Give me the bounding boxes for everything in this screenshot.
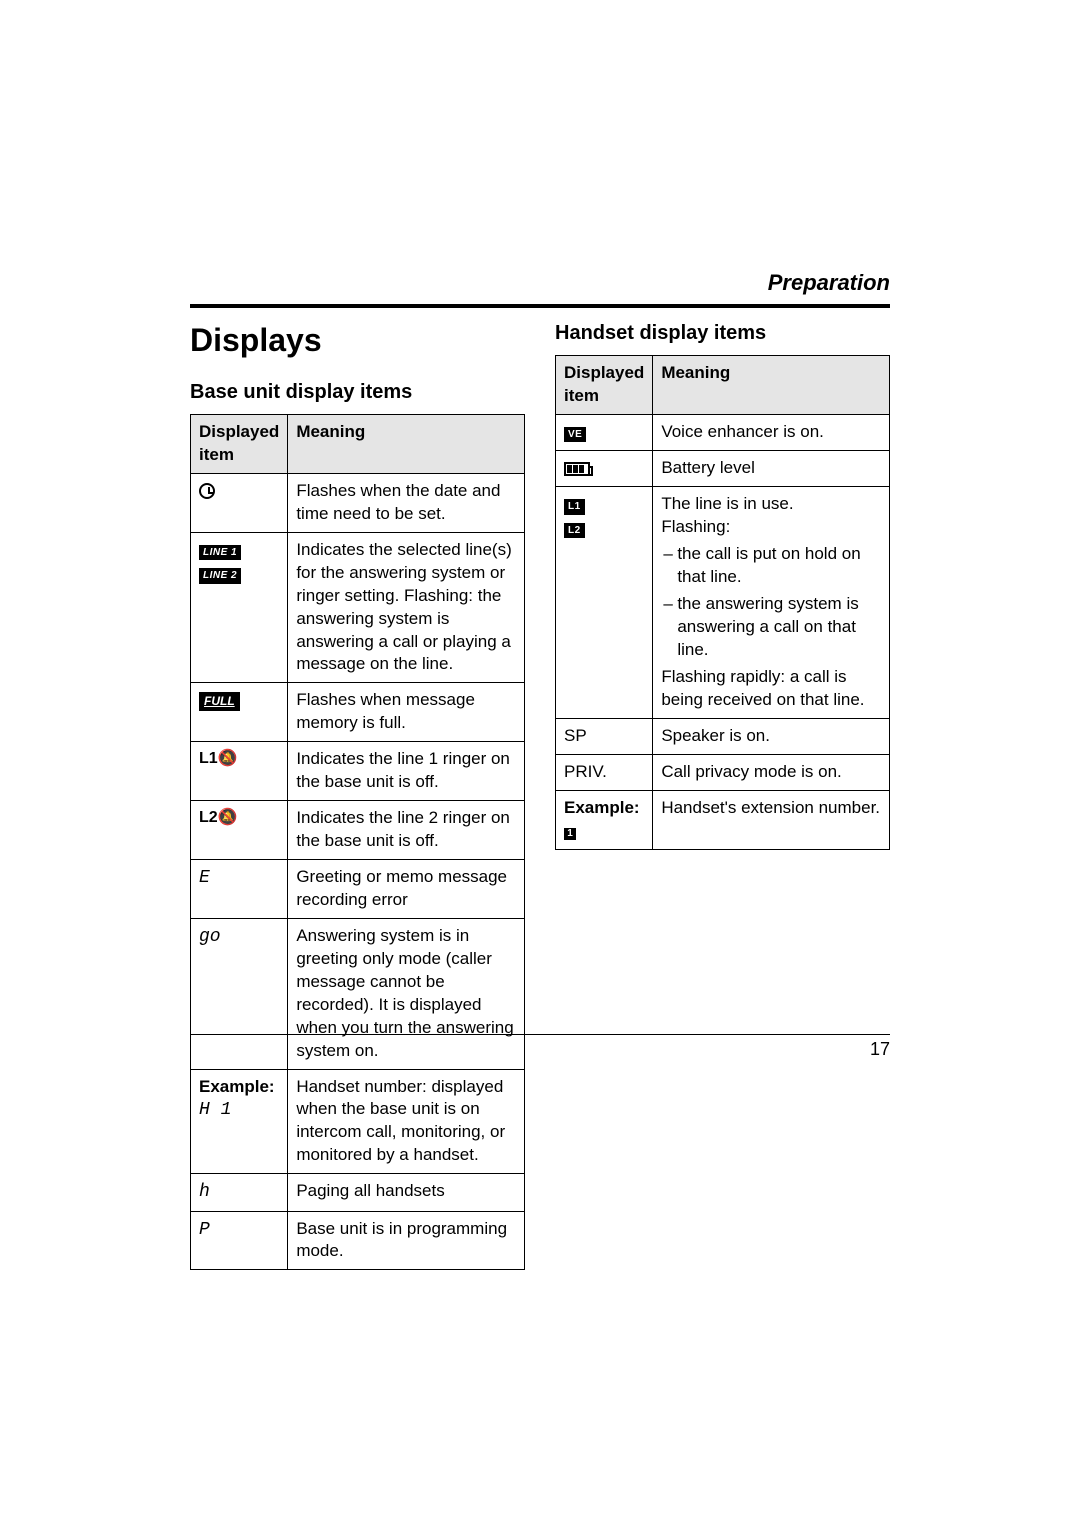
handset-lines-icon-cell: L1 L2 <box>556 487 653 718</box>
handset-lines-meaning: The line is in use. Flashing: the call i… <box>653 487 890 718</box>
row-l2-off: L2🔕 Indicates the line 2 ringer on the b… <box>191 801 525 860</box>
ve-meaning: Voice enhancer is on. <box>653 414 890 451</box>
sp-meaning: Speaker is on. <box>653 718 890 754</box>
example-label: Example: <box>199 1077 275 1096</box>
l2-off-icon-cell: L2🔕 <box>191 801 288 860</box>
row-handset-lines: L1 L2 The line is in use. Flashing: the … <box>556 487 890 718</box>
handset-table: Displayed item Meaning VE Voice enhancer… <box>555 355 890 850</box>
row-l1-off: L1🔕 Indicates the line 1 ringer on the b… <box>191 742 525 801</box>
ve-badge: VE <box>564 427 586 443</box>
extension-number-icon: 1 <box>564 828 576 840</box>
clock-icon <box>199 483 215 499</box>
battery-bar <box>567 465 572 473</box>
l2-label: L2 <box>199 809 218 826</box>
battery-icon-cell <box>556 451 653 487</box>
battery-icon <box>564 462 590 476</box>
two-column-layout: Displays Base unit display items Display… <box>190 322 890 1270</box>
full-badge: FULL <box>199 692 240 710</box>
bell-slash-icon: 🔕 <box>218 750 238 767</box>
col-meaning: Meaning <box>653 356 890 415</box>
go-symbol: go <box>199 927 221 947</box>
base-unit-subtitle: Base unit display items <box>190 381 525 404</box>
displays-title: Displays <box>190 322 525 359</box>
battery-meaning: Battery level <box>653 451 890 487</box>
line2-badge: LINE 2 <box>199 568 241 584</box>
l2-badge: L2 <box>564 523 585 539</box>
l1-label: L1 <box>199 750 218 767</box>
handset-subtitle: Handset display items <box>555 322 890 345</box>
handset-example-icon-cell: Example: 1 <box>556 790 653 849</box>
paging-meaning: Paging all handsets <box>288 1174 525 1211</box>
row-handset-example: Example: 1 Handset's extension number. <box>556 790 890 849</box>
l1-off-icon-cell: L1🔕 <box>191 742 288 801</box>
priv-label: PRIV. <box>564 762 607 781</box>
handset-example-meaning: Handset's extension number. <box>653 790 890 849</box>
table-header-row: Displayed item Meaning <box>556 356 890 415</box>
right-column: Handset display items Displayed item Mea… <box>555 322 890 1270</box>
battery-bar <box>579 465 584 473</box>
left-column: Displays Base unit display items Display… <box>190 322 525 1270</box>
col-displayed-item: Displayed item <box>556 356 653 415</box>
row-full: FULL Flashes when message memory is full… <box>191 683 525 742</box>
ve-icon-cell: VE <box>556 414 653 451</box>
header-rule <box>190 304 890 308</box>
example-label: Example: <box>564 798 640 817</box>
flashing-list: the call is put on hold on that line. th… <box>661 543 881 662</box>
sp-label: SP <box>564 726 587 745</box>
sp-icon-cell: SP <box>556 718 653 754</box>
prog-symbol: P <box>199 1220 210 1240</box>
lines-meaning: Indicates the selected line(s) for the a… <box>288 532 525 683</box>
base-unit-table: Displayed item Meaning Flashes when the … <box>190 414 525 1270</box>
row-programming: P Base unit is in programming mode. <box>191 1211 525 1270</box>
flashing-item-hold: the call is put on hold on that line. <box>677 543 881 589</box>
error-meaning: Greeting or memo message recording error <box>288 860 525 919</box>
clock-meaning: Flashes when the date and time need to b… <box>288 473 525 532</box>
col-displayed-item: Displayed item <box>191 415 288 474</box>
full-meaning: Flashes when message memory is full. <box>288 683 525 742</box>
lines-lead: The line is in use. <box>661 494 793 513</box>
example-icon-cell: Example: H 1 <box>191 1069 288 1174</box>
table-header-row: Displayed item Meaning <box>191 415 525 474</box>
error-icon-cell: E <box>191 860 288 919</box>
clock-icon-cell <box>191 473 288 532</box>
flashing-item-answering: the answering system is answering a call… <box>677 593 881 662</box>
line1-badge: LINE 1 <box>199 545 241 561</box>
l1-off-meaning: Indicates the line 1 ringer on the base … <box>288 742 525 801</box>
footer-rule <box>190 1034 890 1035</box>
bell-slash-icon: 🔕 <box>218 809 238 826</box>
paging-symbol: h <box>199 1182 210 1202</box>
priv-meaning: Call privacy mode is on. <box>653 754 890 790</box>
row-example-handset: Example: H 1 Handset number: displayed w… <box>191 1069 525 1174</box>
lines-icon-cell: LINE 1 LINE 2 <box>191 532 288 683</box>
row-error: E Greeting or memo message recording err… <box>191 860 525 919</box>
row-sp: SP Speaker is on. <box>556 718 890 754</box>
battery-bar <box>573 465 578 473</box>
row-ve: VE Voice enhancer is on. <box>556 414 890 451</box>
page-footer: 17 <box>190 1026 890 1060</box>
row-clock: Flashes when the date and time need to b… <box>191 473 525 532</box>
flashing-rapidly: Flashing rapidly: a call is being receiv… <box>661 667 864 709</box>
row-priv: PRIV. Call privacy mode is on. <box>556 754 890 790</box>
flashing-label: Flashing: <box>661 517 730 536</box>
l2-off-meaning: Indicates the line 2 ringer on the base … <box>288 801 525 860</box>
priv-icon-cell: PRIV. <box>556 754 653 790</box>
paging-icon-cell: h <box>191 1174 288 1211</box>
prog-icon-cell: P <box>191 1211 288 1270</box>
l1-badge: L1 <box>564 499 585 515</box>
row-lines: LINE 1 LINE 2 Indicates the selected lin… <box>191 532 525 683</box>
page: Preparation Displays Base unit display i… <box>0 0 1080 1528</box>
row-battery: Battery level <box>556 451 890 487</box>
error-symbol: E <box>199 868 210 888</box>
example-h1-symbol: H 1 <box>199 1100 231 1120</box>
row-paging: h Paging all handsets <box>191 1174 525 1211</box>
full-icon-cell: FULL <box>191 683 288 742</box>
example-meaning: Handset number: displayed when the base … <box>288 1069 525 1174</box>
prog-meaning: Base unit is in programming mode. <box>288 1211 525 1270</box>
page-number: 17 <box>190 1039 890 1060</box>
col-meaning: Meaning <box>288 415 525 474</box>
section-header: Preparation <box>190 270 890 296</box>
